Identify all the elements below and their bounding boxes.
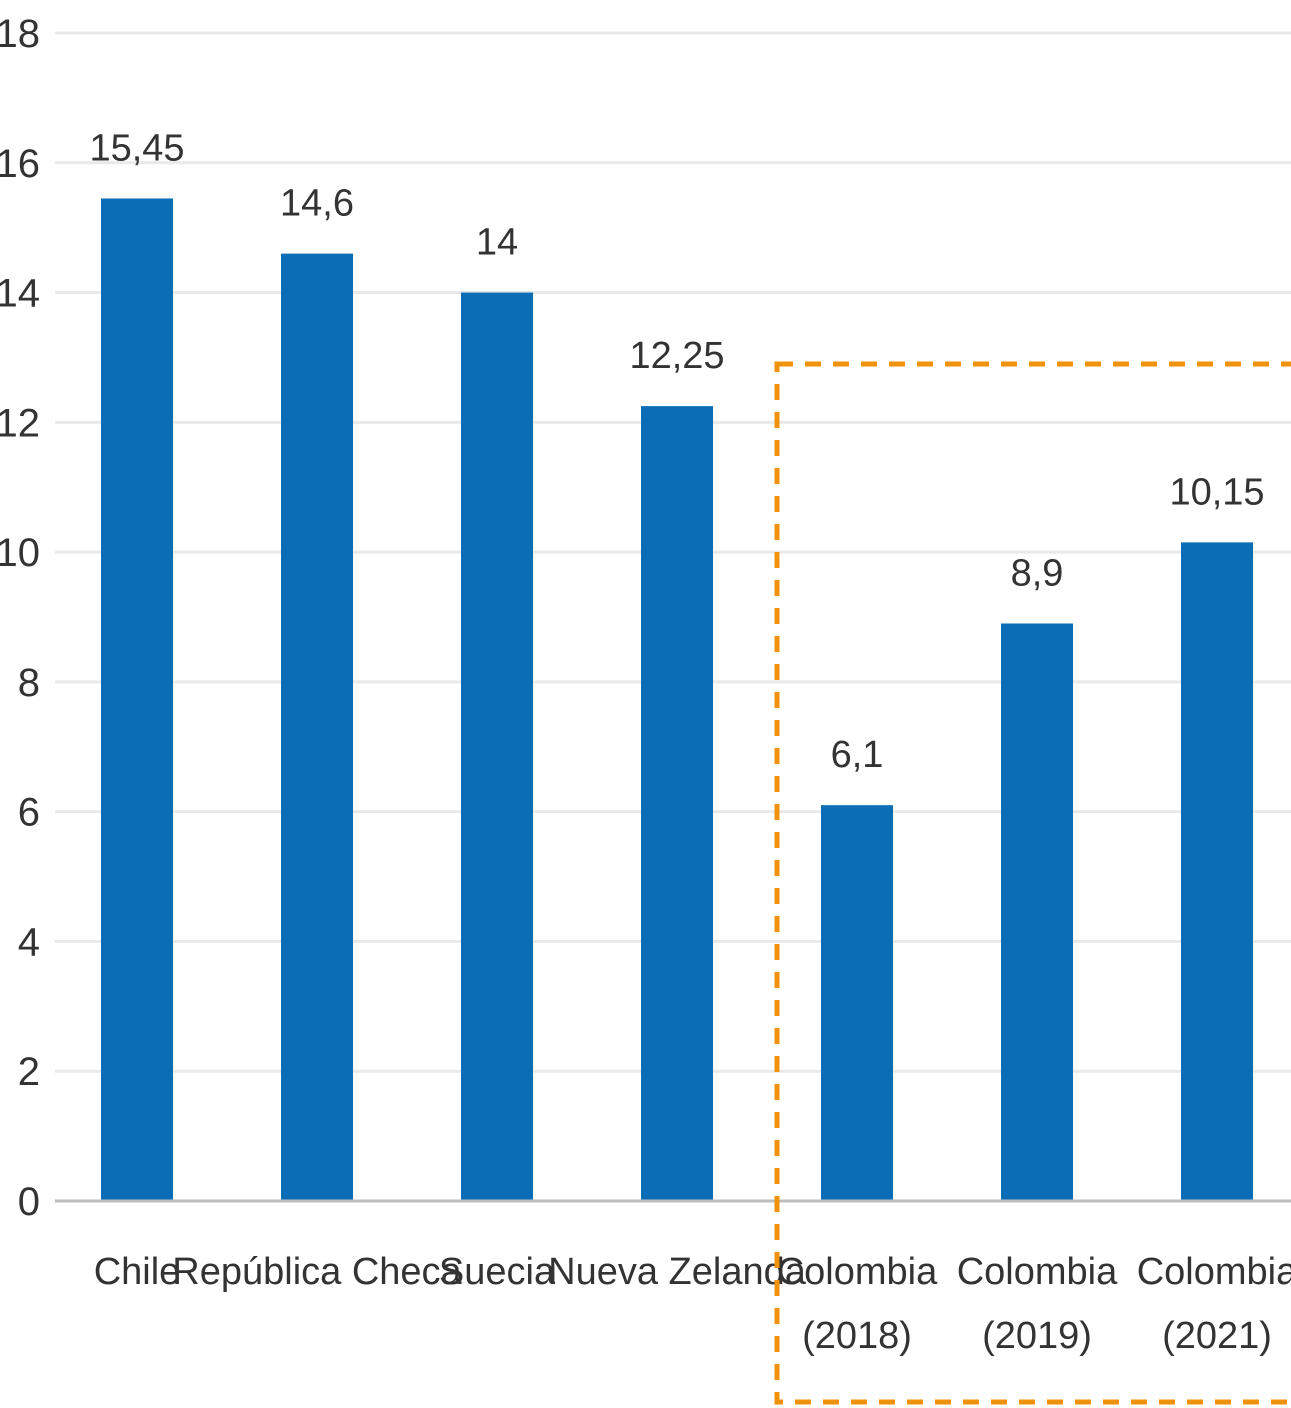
bar-value-label: 10,15 xyxy=(1169,471,1264,513)
bar-value-labels: 15,45 14,6 14 12,25 6,1 8,9 10,15 xyxy=(89,127,1264,776)
highlight-dashed-box xyxy=(774,361,1291,1405)
bar-value-label: 14,6 xyxy=(280,183,354,225)
bar-value-label: 15,45 xyxy=(89,127,184,169)
category-label: (2018) xyxy=(802,1315,912,1357)
y-axis-tick-labels: 0 2 4 6 8 10 12 14 16 18 xyxy=(0,12,40,1224)
category-label: Colombia xyxy=(1137,1251,1291,1293)
category-label: Nueva Zelanda xyxy=(548,1251,807,1293)
bar-value-label: 12,25 xyxy=(629,335,724,377)
y-tick-label: 0 xyxy=(18,1180,40,1224)
y-tick-label: 8 xyxy=(18,661,40,705)
bar xyxy=(821,805,893,1201)
y-tick-label: 12 xyxy=(0,401,40,445)
category-label: Chile xyxy=(94,1251,181,1293)
y-tick-label: 6 xyxy=(18,791,40,835)
bar xyxy=(1181,542,1253,1201)
bar xyxy=(281,253,353,1202)
bar xyxy=(1001,623,1073,1201)
category-label: Colombia xyxy=(777,1251,938,1293)
bar-value-label: 14 xyxy=(476,222,518,264)
y-tick-label: 16 xyxy=(0,142,40,186)
category-label: (2021) xyxy=(1162,1315,1272,1357)
y-tick-label: 14 xyxy=(0,272,40,316)
bars xyxy=(101,198,1253,1202)
y-tick-label: 2 xyxy=(18,1050,40,1094)
category-label: Colombia xyxy=(957,1251,1118,1293)
y-tick-label: 4 xyxy=(18,920,40,964)
bar xyxy=(101,198,173,1201)
y-tick-label: 18 xyxy=(0,12,40,56)
bar xyxy=(641,406,713,1202)
bar-value-label: 8,9 xyxy=(1011,552,1064,594)
bar xyxy=(461,292,533,1201)
category-label: Suecia xyxy=(439,1251,556,1293)
category-label: República Checa xyxy=(172,1251,462,1293)
category-label: (2019) xyxy=(982,1315,1092,1357)
bar-value-label: 6,1 xyxy=(831,734,884,776)
y-tick-label: 10 xyxy=(0,531,40,575)
